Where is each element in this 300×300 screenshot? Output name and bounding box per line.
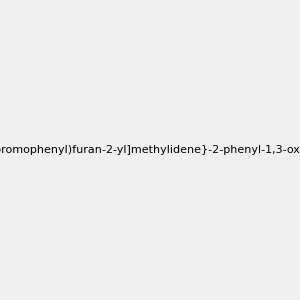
Text: (4E)-4-{[5-(4-bromophenyl)furan-2-yl]methylidene}-2-phenyl-1,3-oxazol-5(4H)-one: (4E)-4-{[5-(4-bromophenyl)furan-2-yl]met… — [0, 145, 300, 155]
